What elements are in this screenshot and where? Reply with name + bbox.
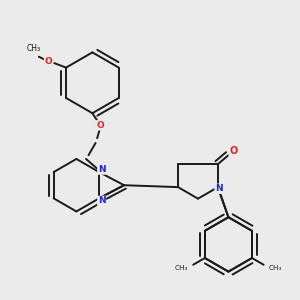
Text: N: N <box>98 165 106 174</box>
Text: O: O <box>45 57 52 66</box>
Text: O: O <box>97 121 104 130</box>
Text: CH₃: CH₃ <box>175 265 188 271</box>
Text: N: N <box>215 184 223 193</box>
Text: N: N <box>98 196 106 206</box>
Text: CH₃: CH₃ <box>268 265 282 271</box>
Text: CH₃: CH₃ <box>27 44 41 52</box>
Text: O: O <box>229 146 238 156</box>
